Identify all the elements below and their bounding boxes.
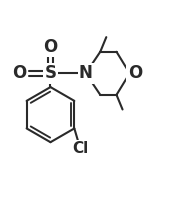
Text: N: N [79, 64, 93, 82]
Text: O: O [128, 64, 142, 82]
Text: Cl: Cl [72, 141, 89, 156]
Text: O: O [43, 38, 58, 56]
Text: S: S [44, 64, 57, 82]
Text: S: S [44, 64, 57, 82]
Text: O: O [12, 64, 27, 82]
Text: N: N [79, 64, 93, 82]
